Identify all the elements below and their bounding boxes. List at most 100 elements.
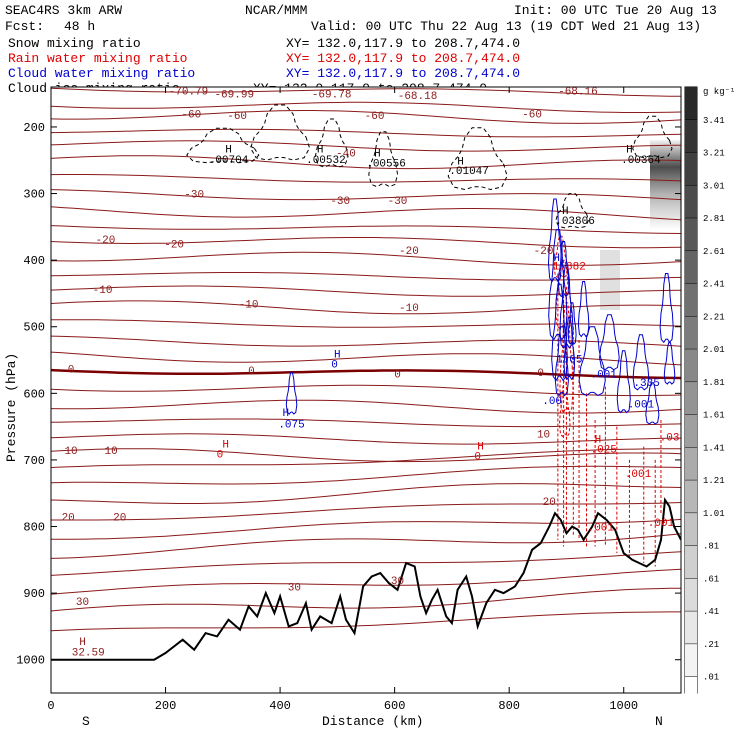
colorbar-label: 1.81 <box>703 378 725 388</box>
isotherm-contour <box>51 285 681 297</box>
isotherm-label: 10 <box>105 446 118 458</box>
isotherm-contour <box>51 174 681 183</box>
x-tick-label: 600 <box>384 699 406 713</box>
x-endpoint-left: S <box>82 714 90 729</box>
isotherm-label: -20 <box>164 239 184 251</box>
isotherm-label: -30 <box>330 196 350 208</box>
x-axis-title: Distance (km) <box>322 714 423 729</box>
isotherm-contour <box>51 110 681 124</box>
colorbar-label: .41 <box>703 607 719 617</box>
isotherm-contour <box>51 502 681 521</box>
isotherm-contour <box>51 384 681 397</box>
colorbar-label: 1.61 <box>703 411 725 421</box>
cloud-water-contour <box>645 382 660 425</box>
field-annotation: .00364 <box>621 155 661 167</box>
xy-label-cloud-water: XY= 132.0,117.9 to 208.7,474.0 <box>286 66 520 81</box>
colorbar-label: 3.41 <box>703 116 725 126</box>
terrain-profile <box>51 497 681 661</box>
snow-contour <box>555 193 590 229</box>
x-tick-label: 1000 <box>609 699 638 713</box>
freezing-level-contour <box>51 368 681 380</box>
isotherm-contour <box>51 611 681 632</box>
header-init: Init: 00 UTC Tue 20 Aug 13 <box>514 3 717 18</box>
colorbar-label: 3.21 <box>703 149 725 159</box>
rain-contour-core <box>558 380 571 438</box>
colorbar-swatch <box>685 250 697 284</box>
isotherm-contour <box>51 319 681 328</box>
field-annotation: .001 <box>648 518 675 530</box>
cloud-water-contour <box>285 372 298 415</box>
cloud-water-contour <box>557 241 570 298</box>
y-tick-label: 300 <box>23 188 45 202</box>
isotherm-contour <box>51 587 681 612</box>
isotherm-label: -20 <box>96 235 116 247</box>
y-tick-label: 700 <box>23 454 45 468</box>
colorbar-label: 1.41 <box>703 443 725 453</box>
isotherm-contour <box>51 225 681 234</box>
colorbar-label: .81 <box>703 542 719 552</box>
colorbar-swatch <box>685 152 697 186</box>
cloud-water-contour <box>554 326 569 397</box>
isotherm-label: -10 <box>399 303 419 315</box>
isotherm-label: -69.78 <box>312 90 352 102</box>
colorbar-label: 2.01 <box>703 345 725 355</box>
header-title-left: SEAC4RS 3km ARW <box>5 3 122 18</box>
colorbar-swatch <box>685 218 697 251</box>
isotherm-label: 20 <box>113 513 126 525</box>
isotherm-contour <box>51 399 681 414</box>
colorbar-swatch <box>685 316 697 350</box>
isotherm-contour <box>51 551 681 576</box>
isotherm-label: -70.79 <box>169 86 209 98</box>
x-endpoint-right: N <box>655 714 663 729</box>
isotherm-contour <box>51 237 681 249</box>
isotherm-contour <box>51 568 681 595</box>
cloud-ice-shading <box>650 140 681 230</box>
header-fcst-label: Fcst: <box>5 19 44 34</box>
field-annotation: H <box>562 206 569 218</box>
field-annotation: H <box>457 156 464 168</box>
colorbar-label: .61 <box>703 574 719 584</box>
cloud-water-contour <box>551 283 568 382</box>
isotherm-label: 30 <box>76 597 89 609</box>
colorbar-label: 2.61 <box>703 247 725 257</box>
field-annotation: H <box>595 435 602 447</box>
colorbar-swatch <box>685 349 697 382</box>
isotherm-label: -60 <box>365 111 385 123</box>
isotherm-contour <box>51 272 681 281</box>
isotherm-contour <box>51 518 681 540</box>
field-annotation: .001 <box>590 369 617 381</box>
cloud-water-contour <box>616 350 631 414</box>
isotherm-label: -68.18 <box>398 91 438 103</box>
field-annotation: .001 <box>628 399 655 411</box>
colorbar-label: 2.81 <box>703 214 725 224</box>
plot-area <box>51 87 681 693</box>
snow-contour <box>447 127 508 191</box>
isotherm-label: -68.16 <box>558 86 598 98</box>
colorbar-label: 2.41 <box>703 280 725 290</box>
colorbar-swatch <box>685 512 697 546</box>
field-annotation: 1.882 <box>553 261 586 273</box>
colorbar-unit: g kg⁻¹ <box>703 87 735 97</box>
y-axis-title: Pressure (hPa) <box>4 353 19 462</box>
cloud-water-contour <box>563 317 576 381</box>
colorbar: 3.41 3.21 3.01 2.81 2.61 2.41 2.21 2.01 1.81 1.61… <box>684 86 725 710</box>
field-annotation: .075 <box>278 419 304 431</box>
field-annotation: 0 <box>331 359 338 371</box>
isotherm-label: 0 <box>394 369 401 381</box>
field-annotation: H <box>79 637 86 649</box>
colorbar-label: 3.01 <box>703 181 725 191</box>
colorbar-label: .21 <box>703 640 719 650</box>
cloud-water-contour <box>663 342 676 385</box>
isotherm-label: -30 <box>388 196 408 208</box>
isotherm-contour <box>51 140 681 152</box>
field-annotation: H <box>374 148 381 160</box>
isotherm-contour <box>51 206 681 221</box>
field-annotation: .03806 <box>555 216 595 228</box>
isotherm-contour <box>51 101 681 113</box>
colorbar-swatch <box>685 381 697 415</box>
isotherm-contour <box>51 155 681 170</box>
isotherm-label: -60 <box>181 110 201 122</box>
isotherm-label: -60 <box>522 110 542 122</box>
field-annotation: .335 <box>633 378 659 390</box>
colorbar-swatch <box>685 119 697 153</box>
